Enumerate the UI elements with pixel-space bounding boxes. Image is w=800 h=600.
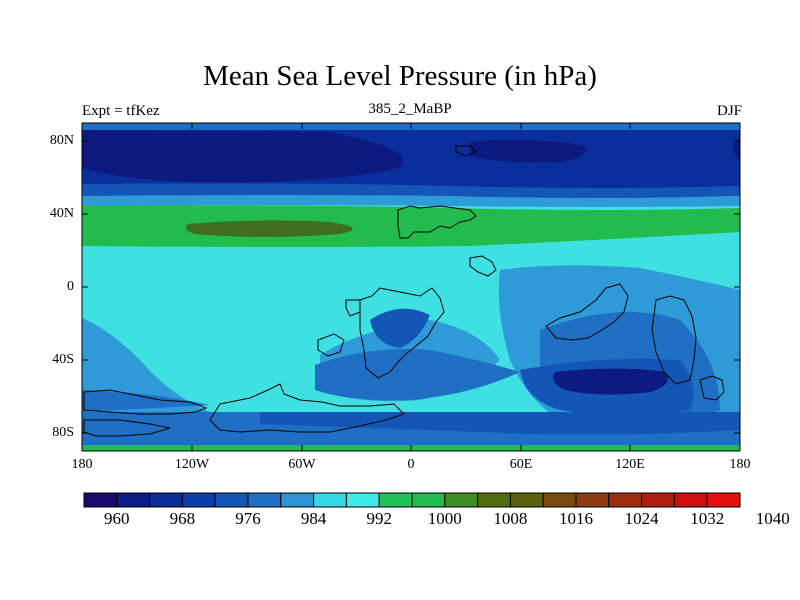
colorbar-swatch xyxy=(345,492,380,508)
colorbar-tick-label: 960 xyxy=(104,509,130,528)
colorbar xyxy=(83,492,741,508)
colorbar-swatch xyxy=(411,492,446,508)
lon-label-120e: 120E xyxy=(615,457,645,472)
lon-tick-marks xyxy=(81,123,741,451)
colorbar-swatch xyxy=(280,492,315,508)
season-label: DJF xyxy=(716,103,742,119)
coastline-australia-east xyxy=(545,283,629,341)
colorbar-swatch xyxy=(378,492,413,508)
coastlines xyxy=(83,145,725,437)
colorbar-swatch xyxy=(673,492,708,508)
north-deep-low-edge xyxy=(732,138,740,160)
colorbar-swatch xyxy=(509,492,544,508)
colorbar-swatch xyxy=(641,492,675,508)
experiment-label: Expt = tfKez xyxy=(82,103,160,119)
colorbar-tick-label: 976 xyxy=(235,509,261,528)
run-id-label: 385_2_MaBP xyxy=(368,101,452,117)
colorbar-swatch xyxy=(313,492,347,508)
colorbar-swatch xyxy=(477,492,511,508)
colorbar-swatch xyxy=(575,492,610,508)
mid-north-blue-band xyxy=(82,183,740,199)
north-deep-low-right xyxy=(470,139,586,163)
colorbar-tick-label: 1016 xyxy=(559,509,593,528)
colorbar-swatch xyxy=(542,492,577,508)
coastline-island-se-asia xyxy=(469,255,497,277)
colorbar-tick-label: 984 xyxy=(300,509,327,528)
colorbar-tick-label: 968 xyxy=(169,509,196,528)
lat-label-0: 0 xyxy=(67,279,74,294)
coastline-ne-asia xyxy=(455,145,477,157)
mid-north-lightblue-band xyxy=(82,195,740,207)
coastline-antarctic-center xyxy=(209,383,405,433)
coastline-south-central xyxy=(317,333,345,357)
coastline-south-central-east xyxy=(345,299,361,317)
colorbar-swatch xyxy=(149,492,183,508)
subtropical-high-core xyxy=(186,220,353,237)
coastline-south-pacific-islands xyxy=(699,375,725,401)
colorbar-tick-label: 1040 xyxy=(755,509,790,528)
lon-label-0: 0 xyxy=(407,457,415,472)
colorbar-tick-label: 992 xyxy=(366,509,392,528)
southern-ocean-deeper xyxy=(260,412,740,435)
south-central-low xyxy=(315,349,520,401)
east-deep-low-core xyxy=(552,368,668,395)
colorbar-swatch xyxy=(214,492,249,508)
lat-label-40n: 40N xyxy=(49,206,74,221)
coastline-antarctic-west xyxy=(83,389,208,415)
coastline-north-africa xyxy=(397,205,477,239)
map-title: Mean Sea Level Pressure (in hPa) xyxy=(203,60,597,92)
map-panel xyxy=(81,122,741,452)
north-deep-low-left xyxy=(82,130,404,183)
lon-label-60w: 60W xyxy=(288,457,316,472)
south-near-normal-west xyxy=(82,318,210,412)
colorbar-swatch xyxy=(83,492,118,508)
south-central-low-core xyxy=(370,308,430,348)
colorbar-swatch xyxy=(247,492,282,508)
colorbar-tick-label: 1000 xyxy=(427,509,462,528)
colorbar-swatch xyxy=(444,492,479,508)
lat-label-80s: 80S xyxy=(52,425,74,440)
colorbar-swatch xyxy=(706,492,741,508)
lon-label-180e: 180 xyxy=(729,457,751,472)
colorbar-swatch xyxy=(116,492,151,508)
lat-label-80n: 80N xyxy=(49,133,74,148)
coastline-new-zealand xyxy=(651,295,697,385)
lat-tick-marks xyxy=(82,140,740,434)
south-west-moderate xyxy=(82,390,210,412)
lon-label-180w: 180 xyxy=(71,457,93,472)
lon-label-60e: 60E xyxy=(509,457,533,472)
colorbar-tick-label: 1032 xyxy=(690,509,725,528)
lon-label-120w: 120W xyxy=(174,457,210,472)
colorbar-tick-label: 1024 xyxy=(624,509,659,528)
colorbar-tick-label: 1008 xyxy=(493,509,528,528)
colorbar-swatch xyxy=(608,492,643,508)
lat-label-40s: 40S xyxy=(52,352,74,367)
coastline-south-america xyxy=(359,287,445,379)
colorbar-swatch xyxy=(181,492,216,508)
